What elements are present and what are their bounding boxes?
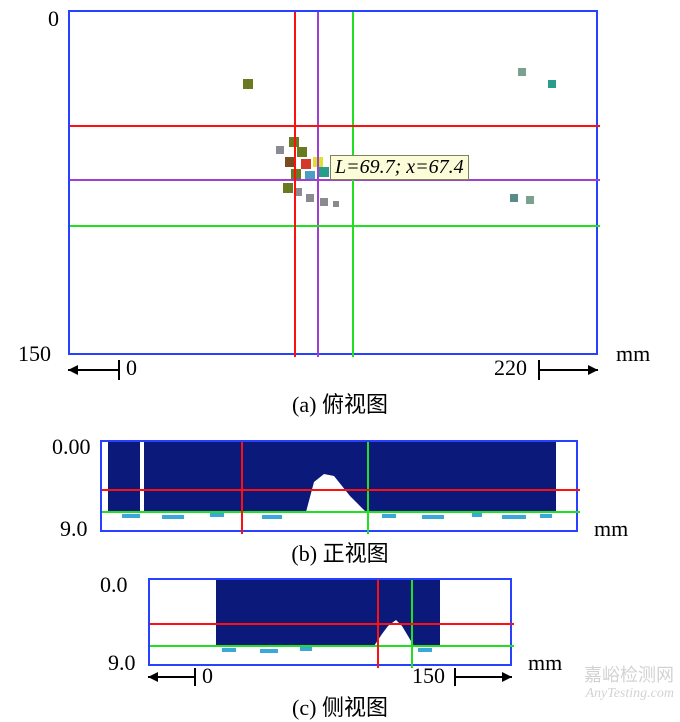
- panel_b-y-top: 0.00: [52, 434, 91, 460]
- a-y-bottom: 150: [18, 341, 51, 367]
- panel_b-panel: [100, 440, 578, 532]
- panel_c-caption: (c) 侧视图: [0, 690, 680, 722]
- panel_c-x-arrow-right: [454, 676, 512, 678]
- a-x-left-label: 0: [126, 355, 137, 381]
- panel_c-y-bottom: 9.0: [108, 650, 136, 676]
- a-x-arrow-right: [538, 369, 598, 371]
- watermark-line1: 嘉峪检测网: [584, 665, 674, 687]
- a-y-top: 0: [48, 6, 59, 32]
- top-view-panel: L=69.7; x=67.4: [68, 10, 598, 355]
- watermark-line2: AnyTesting.com: [584, 686, 674, 703]
- panel_b-caption: (b) 正视图: [0, 536, 680, 568]
- watermark: 嘉峪检测网AnyTesting.com: [584, 665, 674, 703]
- cursor-tooltip: L=69.7; x=67.4: [330, 155, 469, 180]
- panel_c-tick-0: [194, 668, 196, 686]
- panel_c-x-arrow-left: [148, 676, 194, 678]
- panel_c-panel: [148, 578, 512, 666]
- a-x-right-label: 220: [494, 355, 527, 381]
- a-tick-0: [118, 360, 120, 380]
- a-x-arrow-left: [68, 369, 118, 371]
- panel_c-x-left: 0: [202, 663, 213, 689]
- panel_c-x-right: 150: [412, 663, 445, 689]
- panel_c-y-top: 0.0: [100, 572, 128, 598]
- panel_c-unit: mm: [528, 650, 562, 676]
- a-unit: mm: [616, 341, 650, 367]
- a-caption: (a) 俯视图: [0, 387, 680, 419]
